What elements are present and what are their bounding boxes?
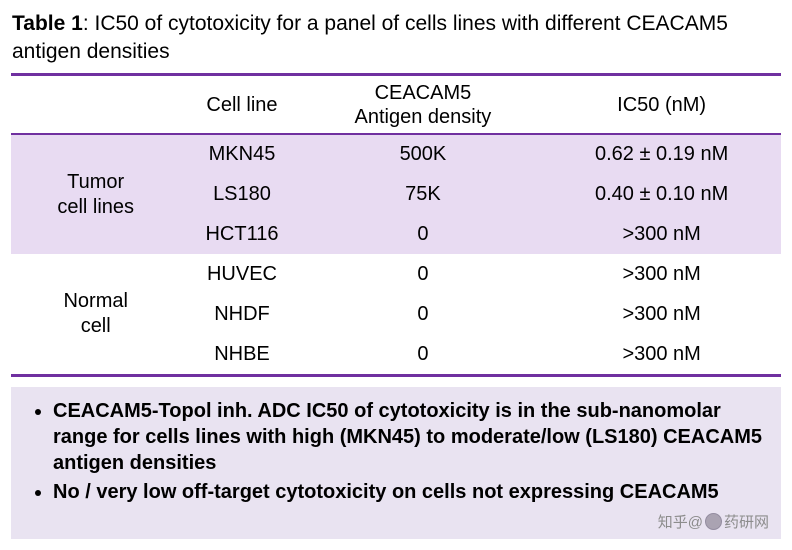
divider-bottom [11,374,781,378]
cell-line-value: NHDF [214,302,270,325]
cell-line-value: HUVEC [206,262,277,285]
header-cell-line: Cell line [180,76,304,136]
cell-line-value: HCT116 [180,214,304,255]
table-caption-label: Table 1 [12,12,83,35]
ic50-value: >300 nM [542,214,781,255]
antigen-density-value: 0 [417,262,429,285]
header-ic50: IC50 (nM) [542,76,781,136]
group-label-normal: Normal cell [63,290,128,338]
cell-line-value: NHBE [214,342,270,365]
table-row: LS180 75K 0.40 ± 0.10 nM [11,174,781,215]
antigen-density-value: 0 [417,302,429,325]
header-row: Cell line CEACAM5 Antigen density IC50 (… [11,76,781,136]
table-row: HCT116 0 >300 nM [11,214,781,255]
divider-top [11,73,781,77]
ic50-value: 0.40 ± 0.10 nM [542,174,781,215]
watermark-prefix: 知乎@ [657,514,703,532]
watermark: 知乎@ 药研网 [658,511,769,532]
ic50-value: >300 nM [622,302,701,325]
cell-line-value: MKN45 [180,134,304,175]
zhihu-avatar-icon [704,513,722,531]
summary-notes: CEACAM5-Topol inh. ADC IC50 of cytotoxic… [11,387,781,540]
table-row: Normal cell HUVEC 0 >300 nM [11,254,781,338]
table-row: NHBE 0 >300 nM [11,334,781,374]
ic50-table: Cell line CEACAM5 Antigen density IC50 (… [11,76,781,374]
header-empty [11,76,181,136]
ic50-value: 0.62 ± 0.19 nM [542,134,781,175]
antigen-density-value: 75K [303,174,543,215]
table-caption-text: : IC50 of cytotoxicity for a panel of ce… [12,12,728,63]
ic50-value: >300 nM [622,342,701,365]
group-label-tumor: Tumor cell lines [11,134,181,255]
antigen-density-value: 500K [303,134,543,175]
antigen-density-value: 0 [303,214,543,255]
table-row: Tumor cell lines MKN45 500K 0.62 ± 0.19 … [11,134,781,255]
antigen-density-value: 0 [417,342,429,365]
cell-line-value: LS180 [180,174,304,215]
summary-bullet: CEACAM5-Topol inh. ADC IC50 of cytotoxic… [53,398,765,476]
ic50-value: >300 nM [622,262,701,285]
header-antigen-density: CEACAM5 Antigen density [303,76,543,136]
summary-bullet: No / very low off-target cytotoxicity on… [53,479,765,505]
table-row: NHDF 0 >300 nM [11,294,781,334]
watermark-suffix: 药研网 [723,514,769,532]
summary-bullet-list: CEACAM5-Topol inh. ADC IC50 of cytotoxic… [27,398,765,505]
table-caption: Table 1: IC50 of cytotoxicity for a pane… [11,8,781,73]
